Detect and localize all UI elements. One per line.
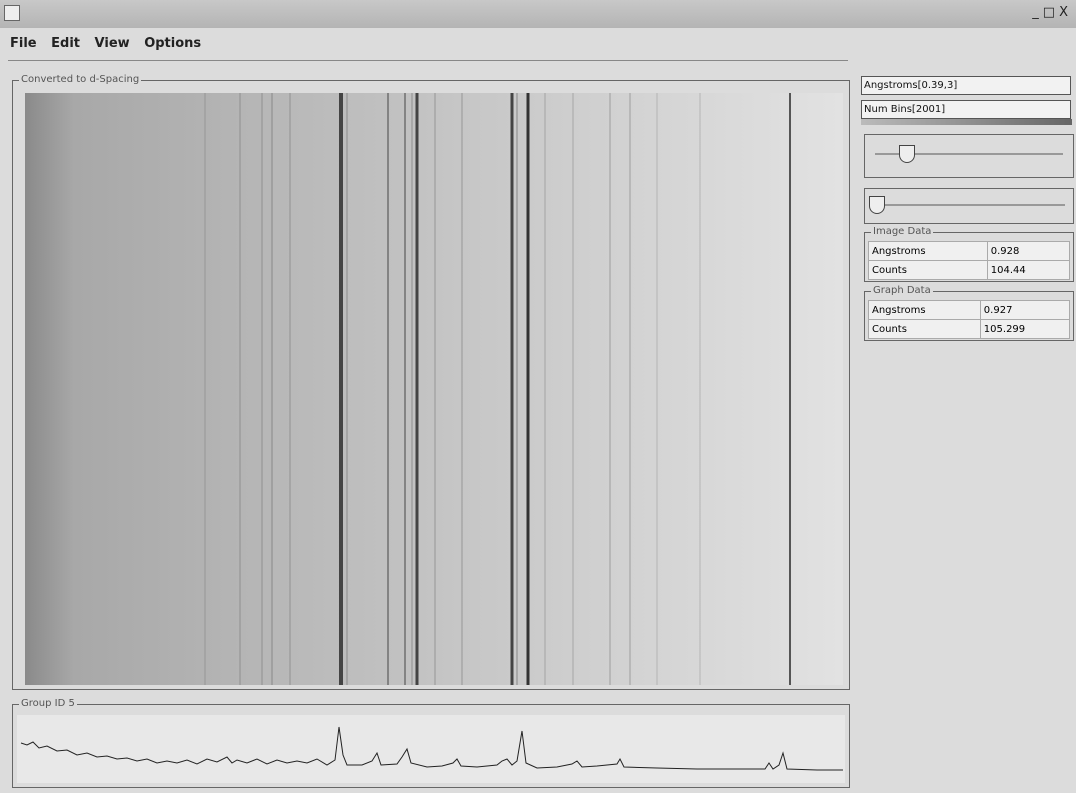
d-spacing-image [25,93,843,685]
cell: 105.299 [980,320,1069,339]
range-field[interactable]: Angstroms[0.39,3] [861,76,1071,95]
window-controls[interactable]: _□X [1032,5,1072,20]
image-panel: Converted to d-Spacing [12,80,850,690]
cell: Counts [869,320,981,339]
slider-thumb[interactable] [899,145,915,163]
app-window: _□X File Edit View Options Converted to … [0,0,1076,793]
menu-item[interactable]: File [10,36,37,51]
cell: Angstroms [869,242,988,261]
spectrum-graph [17,715,845,783]
separator [8,60,848,61]
slider-group [864,134,1074,178]
image-background [25,93,843,685]
graph-panel: Group ID 5 [12,704,850,788]
menu-bar: File Edit View Options [10,36,211,51]
bins-field[interactable]: Num Bins[2001] [861,100,1071,119]
cell: Angstroms [869,301,981,320]
menu-item[interactable]: View [95,36,130,51]
panel-title: Converted to d-Spacing [19,74,141,85]
panel-title: Group ID 5 [19,698,77,709]
slider-group [864,188,1074,224]
menu-item[interactable]: Edit [51,36,80,51]
cell: 0.928 [987,242,1069,261]
graph-background [17,715,845,783]
cell: 0.927 [980,301,1069,320]
slider-thumb[interactable] [869,196,885,214]
title-bar: _□X [0,0,1076,28]
menu-item[interactable]: Options [144,36,201,51]
cell: Counts [869,261,988,280]
cell: 104.44 [987,261,1069,280]
panel-title: Graph Data [871,285,933,296]
app-icon [4,5,20,21]
panel-title: Image Data [871,226,933,237]
progress-bar [861,119,1072,125]
